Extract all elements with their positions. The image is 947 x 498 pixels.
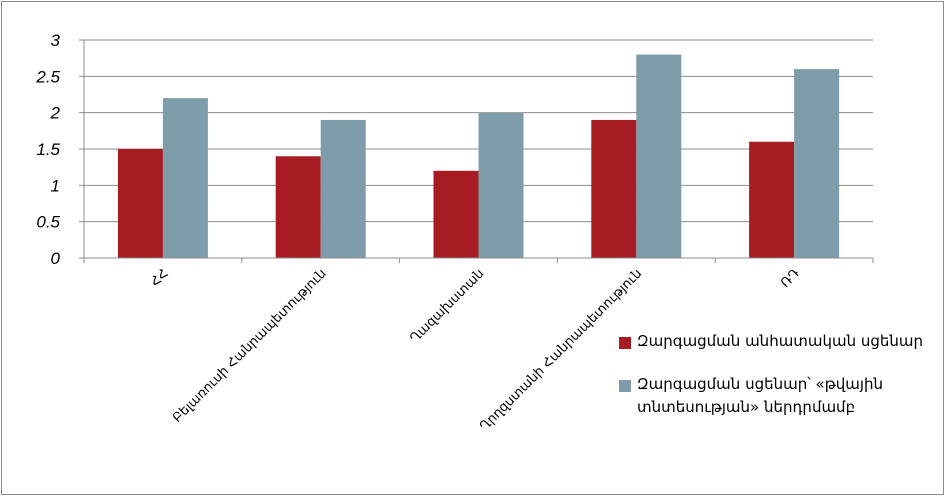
- bar-1-2: [275, 156, 321, 258]
- bars: [117, 54, 840, 259]
- legend-item-series-2: Զարգացման սցենար՝ «թվային տնտեսության» ն…: [619, 373, 939, 419]
- bar-2-2: [320, 119, 366, 258]
- bar-1-3: [433, 170, 479, 258]
- y-tick-label: 2: [50, 104, 61, 123]
- x-tick-label: ՀՀ: [148, 266, 172, 290]
- bar-2-5: [794, 69, 840, 258]
- y-tick-label: 2.5: [35, 67, 60, 86]
- y-axis-tick-labels: 0 0.5 1 1.5 2 2.5 3: [35, 31, 60, 268]
- x-tick-label: Բելառուսի Հանրապետություն: [170, 266, 330, 426]
- y-tick-label: 1.5: [36, 140, 60, 159]
- bar-2-3: [478, 112, 524, 259]
- x-tick-label: ՌԴ: [778, 266, 803, 291]
- grid-lines: [84, 39, 873, 223]
- y-tick-label: 1: [51, 176, 60, 195]
- y-tick-label: 3: [51, 31, 61, 50]
- legend-item-series-1: Զարգացման անհատական սցենար: [619, 330, 939, 353]
- legend-label-series-1: Զարգացման անհատական սցենար: [637, 332, 924, 350]
- bar-1-5: [749, 141, 795, 258]
- bar-1-1: [117, 149, 163, 258]
- x-tick-label: Ղազախստան: [407, 266, 487, 346]
- y-tick-label: 0: [51, 249, 61, 268]
- bar-1-4: [591, 119, 637, 258]
- axes: [79, 39, 874, 263]
- legend-swatch-series-2: [619, 380, 631, 392]
- legend-swatch-series-1: [619, 337, 631, 349]
- legend-label-series-2: Զարգացման սցենար՝ «թվային տնտեսության» ն…: [637, 375, 883, 416]
- bar-2-1: [162, 98, 208, 258]
- bar-2-4: [636, 54, 682, 259]
- y-tick-label: 0.5: [36, 213, 60, 232]
- legend: Զարգացման անհատական սցենար Զարգացման սցե…: [619, 330, 939, 439]
